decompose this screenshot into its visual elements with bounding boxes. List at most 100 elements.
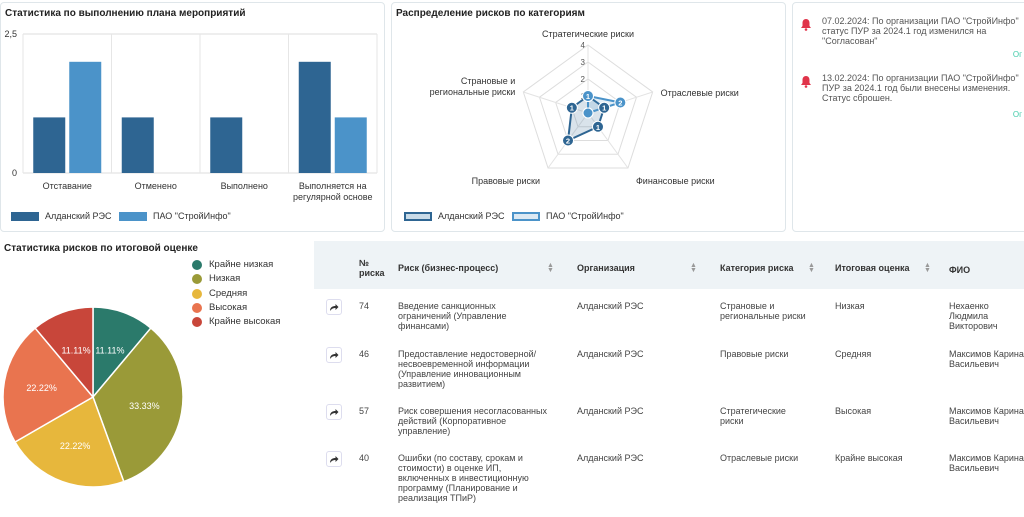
radar-point xyxy=(614,96,627,109)
notification-text-0: 07.02.2024: По организации ПАО "СтройИнф… xyxy=(822,16,1019,46)
radar-legend-item-1[interactable]: ПАО "СтройИнфо" xyxy=(512,211,624,221)
share-icon[interactable] xyxy=(326,299,342,315)
table-row[interactable]: 46 Предоставление недостоверной/ несвоев… xyxy=(314,345,1024,401)
cell-fio: Максимов Карина Васильевич xyxy=(949,406,1024,426)
pie-slice-label: 11.11% xyxy=(95,345,124,355)
col-header-risk[interactable]: Риск (бизнес-процесс) xyxy=(398,263,499,273)
radar-grid-ring xyxy=(522,44,654,169)
cell-fio: Максимов Карина Васильевич xyxy=(949,453,1024,473)
radar-point-label: 2 xyxy=(566,137,570,146)
cell-num: 57 xyxy=(359,406,370,416)
pie-legend-label: Крайне низкая xyxy=(209,259,274,270)
pie-legend-dot xyxy=(192,288,202,299)
cell-category: Страновые и региональные риски xyxy=(720,301,806,321)
plan-stats-panel: Статистика по выполнению плана мероприят… xyxy=(0,2,385,232)
pie-legend-item-4[interactable]: Крайне высокая xyxy=(192,316,280,327)
radar-r-tick-label: 3 xyxy=(581,58,586,67)
radar-point-label: 1 xyxy=(570,104,574,113)
radar-point xyxy=(582,90,594,102)
radar-axis-label: Отраслевые риски xyxy=(661,88,739,98)
radar-r-tick-label: 4 xyxy=(581,41,586,50)
pie-legend-item-2[interactable]: Средняя xyxy=(192,288,247,299)
share-icon[interactable] xyxy=(326,404,342,420)
pie-legend-dot xyxy=(192,316,202,327)
cell-score: Высокая xyxy=(835,406,872,416)
bar-legend-item-0[interactable]: Алданский РЭС xyxy=(11,211,111,221)
bell-icon xyxy=(801,76,811,88)
sort-category-icon[interactable]: ▲ ▼ xyxy=(808,262,815,274)
radar-legend-swatch-1 xyxy=(512,211,540,221)
bell-icon xyxy=(801,19,811,31)
cell-category: Стратегические риски xyxy=(720,406,786,426)
pie-slice-label: 22.22% xyxy=(60,441,91,451)
radar-grid-ring xyxy=(555,78,621,142)
sort-org-icon[interactable]: ▲ ▼ xyxy=(690,262,697,274)
sort-score-icon[interactable]: ▲ ▼ xyxy=(924,262,931,274)
cell-org: Алданский РЭС xyxy=(577,406,644,416)
cell-num: 46 xyxy=(359,349,370,359)
pie-legend-label: Высокая xyxy=(209,302,248,313)
radar-legend-label-1: ПАО "СтройИнфо" xyxy=(546,211,624,221)
col-header-category[interactable]: Категория риска xyxy=(720,263,794,273)
col-header-score[interactable]: Итоговая оценка xyxy=(835,263,910,273)
radar-legend-item-0[interactable]: Алданский РЭС xyxy=(404,211,504,221)
radar-point xyxy=(565,101,578,114)
col-header-org[interactable]: Организация xyxy=(577,263,635,273)
plan-stats-title: Статистика по выполнению плана мероприят… xyxy=(5,8,246,19)
cell-org: Алданский РЭС xyxy=(577,453,644,463)
radar-point xyxy=(598,101,611,114)
pie-slice-label: 11.11% xyxy=(61,345,90,355)
notification-item-1[interactable]: 13.02.2024: По организации ПАО "СтройИнф… xyxy=(800,73,1024,123)
cell-fio: Максимов Карина Васильевич xyxy=(949,349,1024,369)
sort-risk-icon[interactable]: ▲ ▼ xyxy=(547,262,554,274)
cell-category: Отраслевые риски xyxy=(720,453,799,463)
pie-legend-item-3[interactable]: Высокая xyxy=(192,302,247,313)
pie-legend-label: Средняя xyxy=(209,288,248,299)
cell-risk: Ошибки (по составу, срокам и стоимости) … xyxy=(398,453,529,503)
pie-slice xyxy=(2,326,95,444)
plan-stats-chart: 0 2,5 Отставание Отменено Выполнено Выполняет… xyxy=(4,29,378,202)
share-icon[interactable] xyxy=(326,347,342,363)
table-row[interactable]: 74 Введение санкционных ограничений (Упр… xyxy=(314,297,1024,345)
pie-legend-dot xyxy=(192,302,202,313)
bar-mark xyxy=(121,117,154,173)
radar-grid-ring xyxy=(538,61,638,155)
cell-score: Средняя xyxy=(835,349,872,359)
radar-point xyxy=(562,134,575,147)
bar-legend-label-1: ПАО "СтройИнфо" xyxy=(153,211,231,221)
cell-score: Низкая xyxy=(835,301,865,311)
radar-r-tick-label: 2 xyxy=(581,75,586,84)
bar-y-tick-label: 0 xyxy=(12,168,17,178)
cell-num: 40 xyxy=(359,453,370,463)
risk-category-panel: Распределение рисков по категориям 1234С… xyxy=(391,2,786,232)
cell-risk: Предоставление недостоверной/ несвоеврем… xyxy=(398,349,537,389)
radar-axis-label: Страновые и xyxy=(461,76,515,86)
risk-category-title: Распределение рисков по категориям xyxy=(396,8,585,19)
bar-legend-swatch-0 xyxy=(11,211,39,221)
bar-x-tick-label: Отставание xyxy=(43,181,92,191)
pie-slice xyxy=(92,326,184,483)
pie-slice-label: 22.22% xyxy=(26,383,57,393)
share-icon[interactable] xyxy=(326,451,342,467)
notification-item-0[interactable]: 07.02.2024: По организации ПАО "СтройИнф… xyxy=(800,16,1024,61)
radar-legend-label-0: Алданский РЭС xyxy=(438,211,505,221)
notification-open-link-1[interactable]: Ог xyxy=(1012,110,1022,119)
bar-x-tick-label: Выполняется на xyxy=(299,181,367,191)
pie-legend-item-0[interactable]: Крайне низкая xyxy=(192,259,273,270)
table-row[interactable]: 57 Риск совершения несогласованных дейст… xyxy=(314,402,1024,450)
table-header: № риска Риск (бизнес-процесс) ▲ ▼ Организ… xyxy=(314,241,1024,289)
col-header-fio[interactable]: ФИО xyxy=(949,265,971,275)
notification-open-link-0[interactable]: Ог xyxy=(1012,50,1022,59)
radar-point xyxy=(582,107,594,119)
radar-point-label: 1 xyxy=(586,92,590,101)
bar-mark xyxy=(334,117,367,173)
bar-legend-item-1[interactable]: ПАО "СтройИнфо" xyxy=(119,211,231,221)
pie-legend-dot xyxy=(192,273,202,284)
pie-legend-item-1[interactable]: Низкая xyxy=(192,273,240,284)
bar-legend-swatch-1 xyxy=(119,211,147,221)
radar-point xyxy=(591,120,604,133)
table-row[interactable]: 40 Ошибки (по составу, срокам и стоимост… xyxy=(314,449,1024,517)
col-header-num[interactable]: № риска xyxy=(359,258,385,278)
cell-fio: Нехаенко Людмила Викторович xyxy=(949,301,998,331)
